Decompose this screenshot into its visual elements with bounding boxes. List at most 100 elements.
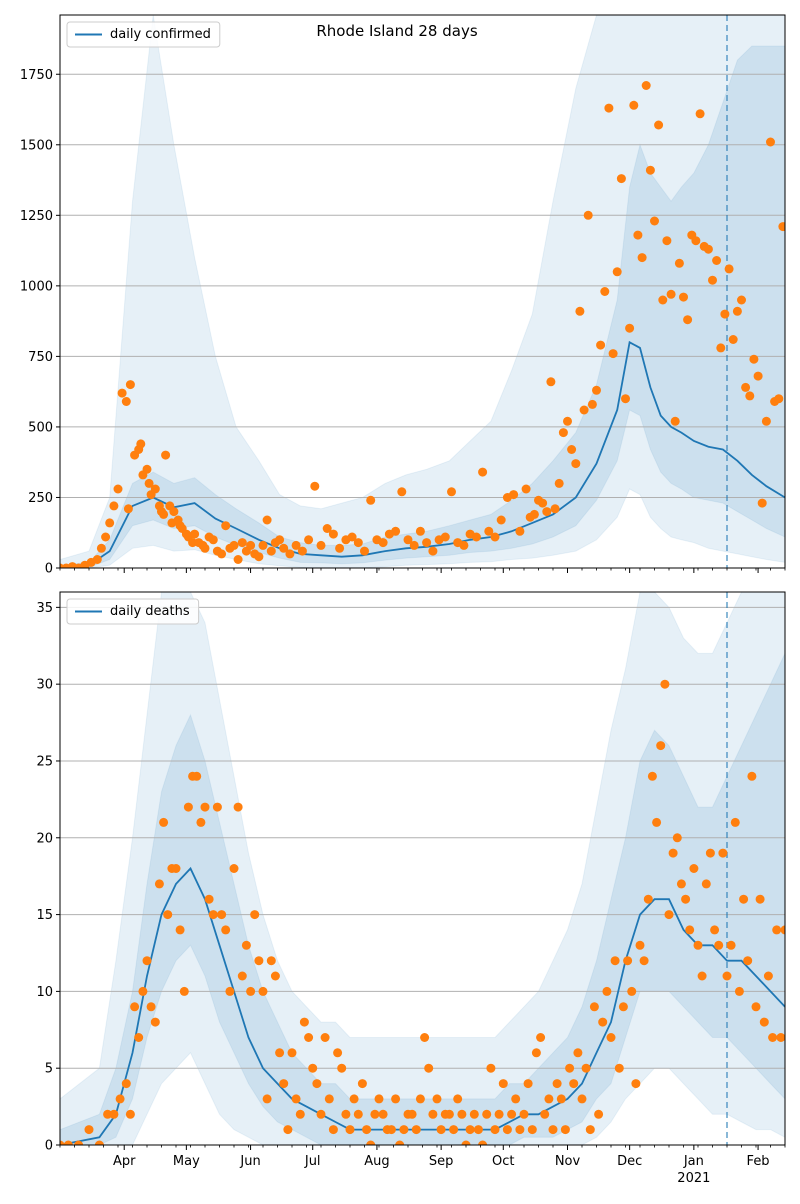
y-tick-label: 25 <box>36 754 53 769</box>
data-point <box>440 532 450 542</box>
data-point <box>285 549 295 559</box>
data-point <box>287 1048 297 1058</box>
data-point <box>432 1094 442 1104</box>
data-point <box>602 986 612 996</box>
data-point <box>558 428 568 438</box>
y-tick-label: 35 <box>36 601 53 616</box>
legend-box <box>66 21 221 48</box>
data-point <box>660 679 670 689</box>
data-point <box>737 295 746 305</box>
data-point <box>386 1125 396 1135</box>
data-point <box>531 1048 541 1058</box>
data-point <box>643 894 653 904</box>
x-tick-label: Nov <box>555 1154 581 1169</box>
data-point <box>316 540 326 550</box>
data-point <box>705 848 715 858</box>
data-point <box>598 1017 608 1027</box>
data-point <box>92 555 102 564</box>
data-point <box>473 1125 483 1135</box>
data-point <box>196 817 206 827</box>
data-point <box>250 910 260 920</box>
legend-box <box>66 598 200 625</box>
data-point <box>538 498 548 508</box>
data-point <box>144 478 154 488</box>
x-year-label: 2021 <box>677 1171 710 1186</box>
data-point <box>283 1125 293 1135</box>
data-point <box>420 1033 430 1042</box>
data-point <box>606 1033 616 1042</box>
data-point <box>583 210 593 220</box>
data-point <box>246 540 256 550</box>
data-point <box>612 267 622 277</box>
data-point <box>581 1063 591 1073</box>
data-point <box>575 306 585 316</box>
data-point <box>299 1017 309 1027</box>
data-point <box>614 1063 624 1073</box>
data-point <box>490 1125 500 1135</box>
data-point <box>618 1002 628 1012</box>
y-tick-label: 1750 <box>20 68 53 83</box>
data-point <box>370 1109 380 1119</box>
data-point <box>623 956 633 966</box>
data-point <box>745 391 755 401</box>
data-point <box>295 1109 305 1119</box>
data-point <box>523 1079 533 1089</box>
data-point <box>685 925 695 935</box>
y-tick-label: 5 <box>45 1062 53 1077</box>
data-point <box>109 1109 119 1119</box>
data-point <box>627 986 637 996</box>
data-point <box>262 515 272 525</box>
data-point <box>498 1079 508 1089</box>
data-point <box>645 165 655 175</box>
data-point <box>169 507 179 517</box>
data-point <box>233 555 243 564</box>
data-point <box>183 802 193 812</box>
data-point <box>60 1140 65 1145</box>
y-tick-label: 250 <box>28 491 53 506</box>
x-tick-label: Feb <box>747 1154 770 1169</box>
data-point <box>563 416 572 426</box>
data-point <box>482 1109 492 1119</box>
data-point <box>757 498 767 508</box>
data-point <box>550 504 560 514</box>
data-point <box>542 507 552 517</box>
data-point <box>136 439 146 449</box>
data-point <box>121 397 131 406</box>
data-point <box>84 1125 94 1135</box>
data-point <box>159 509 169 519</box>
deaths-points <box>60 679 785 1145</box>
data-point <box>763 971 773 981</box>
data-point <box>150 484 160 494</box>
data-point <box>573 1048 583 1058</box>
data-point <box>395 1140 405 1145</box>
data-point <box>544 1094 554 1104</box>
data-point <box>291 540 301 550</box>
data-point <box>125 380 135 390</box>
data-point <box>666 289 676 299</box>
data-point <box>403 535 413 545</box>
data-point <box>409 540 419 550</box>
deaths-x-ticks: Apr May Jun Jul Aug Sep Oct Nov Dec Jan Feb 2021 <box>59 1145 786 1186</box>
data-point <box>142 956 152 966</box>
data-point <box>502 1125 512 1135</box>
data-point <box>233 802 243 812</box>
data-point <box>297 546 307 556</box>
band-inner <box>60 45 785 568</box>
data-point <box>496 515 506 525</box>
data-point <box>103 1109 113 1119</box>
data-point <box>258 986 268 996</box>
data-point <box>478 1140 488 1145</box>
data-point <box>701 879 711 889</box>
data-point <box>200 802 210 812</box>
data-point <box>664 910 674 920</box>
y-tick-label: 10 <box>36 985 53 1000</box>
data-point <box>571 459 581 469</box>
data-point <box>650 216 659 226</box>
data-point <box>378 538 388 548</box>
deaths-y-ticks: 0 5 10 15 20 25 30 35 <box>36 601 60 1154</box>
data-point <box>552 1079 562 1089</box>
data-point <box>724 264 734 274</box>
data-point <box>449 1125 459 1135</box>
data-point <box>444 1109 454 1119</box>
